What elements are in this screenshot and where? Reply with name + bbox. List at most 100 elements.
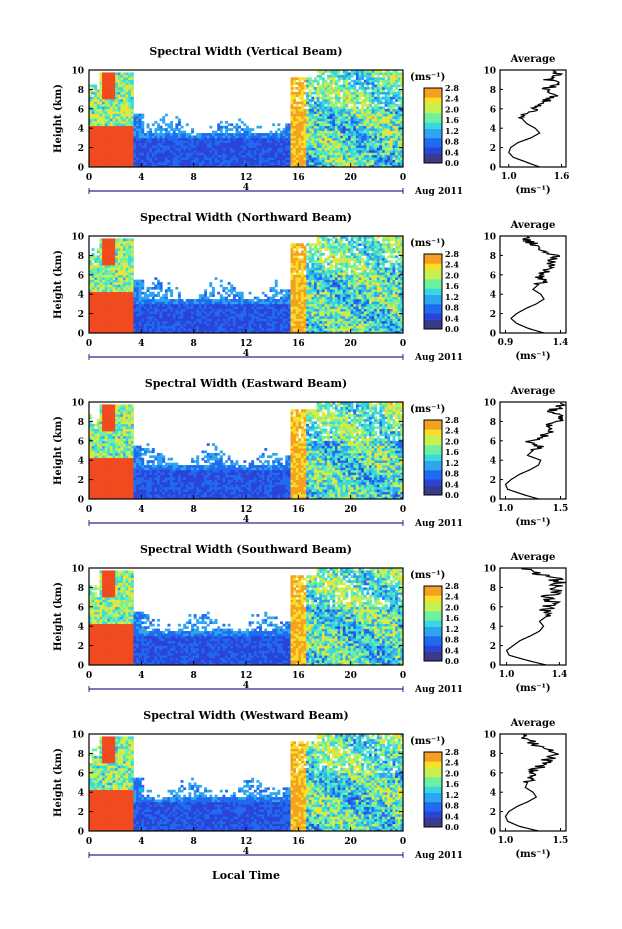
heatmap-cell [235, 313, 239, 317]
heatmap-cell [248, 162, 252, 165]
heatmap-cell [329, 130, 333, 134]
heatmap-cell [115, 238, 119, 242]
heatmap-cell [177, 303, 181, 307]
heatmap-cell [303, 128, 307, 131]
heatmap-cell [104, 113, 108, 117]
heatmap-cell [162, 116, 166, 119]
heatmap-cell [334, 147, 338, 151]
heatmap-cell [115, 96, 119, 100]
heatmap-cell [371, 91, 375, 95]
heatmap-cell [107, 130, 111, 134]
heatmap-cell [282, 145, 286, 148]
heatmap-cell [355, 106, 359, 110]
heatmap-cell [382, 150, 385, 153]
heatmap-cell [219, 296, 223, 300]
heatmap-cell [214, 130, 218, 134]
heatmap-cell [99, 86, 103, 90]
heatmap-cell [274, 299, 278, 302]
heatmap-cell [107, 243, 111, 246]
heatmap-cell [293, 164, 297, 168]
heatmap-cell [217, 154, 221, 158]
heatmap-cell [392, 101, 396, 105]
heatmap-cell [143, 318, 147, 322]
heatmap-cell [154, 142, 158, 146]
heatmap-cell [115, 306, 119, 310]
heatmap-cell [293, 106, 297, 110]
heatmap-cell [209, 328, 213, 331]
heatmap-cell [361, 111, 365, 114]
heatmap-cell [167, 159, 171, 163]
heatmap-cell [277, 133, 281, 136]
heatmap-cell [99, 123, 103, 127]
heatmap-cell [300, 152, 304, 156]
heatmap-cell [269, 130, 273, 134]
heatmap-cell [235, 125, 239, 129]
heatmap-cell [115, 279, 119, 283]
heatmap-cell [324, 108, 328, 112]
heatmap-cell [342, 162, 346, 165]
heatmap-cell [175, 308, 179, 312]
heatmap-cell [219, 142, 223, 146]
heatmap-cell [225, 164, 228, 168]
heatmap-cell [222, 147, 226, 151]
heatmap-cell [243, 130, 247, 134]
heatmap-cell [183, 140, 187, 144]
heatmap-cell [225, 150, 228, 153]
heatmap-cell [104, 133, 108, 136]
heatmap-cell [196, 147, 200, 151]
average-x-label: (ms⁻¹) [515, 185, 550, 196]
heatmap-cell [162, 303, 166, 307]
heatmap-cell [120, 89, 124, 93]
heatmap-cell [227, 128, 231, 131]
heatmap-cell [314, 77, 317, 80]
heatmap-cell [293, 77, 297, 80]
heatmap-cell [366, 70, 370, 73]
colorbar-tick-label: 1.2 [445, 126, 459, 136]
heatmap-cell [109, 130, 113, 134]
heatmap-cell [298, 159, 302, 163]
heatmap-cell [94, 289, 98, 293]
heatmap-cell [154, 157, 158, 161]
heatmap-cell [123, 299, 126, 302]
heatmap-cell [157, 306, 160, 310]
heatmap-cell [376, 128, 380, 131]
heatmap-cell [308, 91, 312, 95]
heatmap-cell [138, 113, 142, 117]
heatmap-cell [115, 154, 119, 158]
heatmap-cell [222, 157, 226, 161]
heatmap-cell [374, 162, 378, 165]
heatmap-cell [102, 123, 105, 127]
heatmap-cell [191, 147, 194, 151]
heatmap-cell [96, 101, 100, 105]
heatmap-cell [358, 164, 362, 168]
heatmap-cell [363, 128, 367, 131]
heatmap-cell [209, 154, 213, 158]
heatmap-cell [94, 269, 98, 273]
heatmap-cell [204, 150, 208, 153]
heatmap-cell [329, 79, 333, 83]
heatmap-cell [125, 123, 129, 127]
heatmap-cell [198, 308, 202, 312]
heatmap-cell [376, 70, 380, 73]
heatmap-cell [251, 318, 255, 322]
heatmap-cell [290, 108, 294, 112]
heatmap-cell [225, 120, 228, 124]
heatmap-cell [303, 140, 307, 144]
heatmap-cell [159, 325, 163, 329]
heatmap-cell [272, 311, 276, 314]
heatmap-cell [96, 289, 100, 293]
heatmap-cell [353, 154, 357, 158]
heatmap-cell [321, 118, 325, 122]
heatmap-cell [115, 152, 119, 156]
heatmap-cell [243, 330, 247, 334]
heatmap-cell [136, 303, 140, 307]
heatmap-cell [400, 164, 404, 168]
heatmap-cell [115, 260, 119, 263]
heatmap-cell [266, 316, 270, 319]
heatmap-cell [180, 328, 184, 331]
heatmap-cell [371, 101, 375, 105]
y-tick-label: 0 [78, 164, 84, 174]
heatmap-cell [329, 152, 333, 156]
heatmap-cell [102, 284, 105, 288]
heatmap-cell [238, 152, 242, 156]
